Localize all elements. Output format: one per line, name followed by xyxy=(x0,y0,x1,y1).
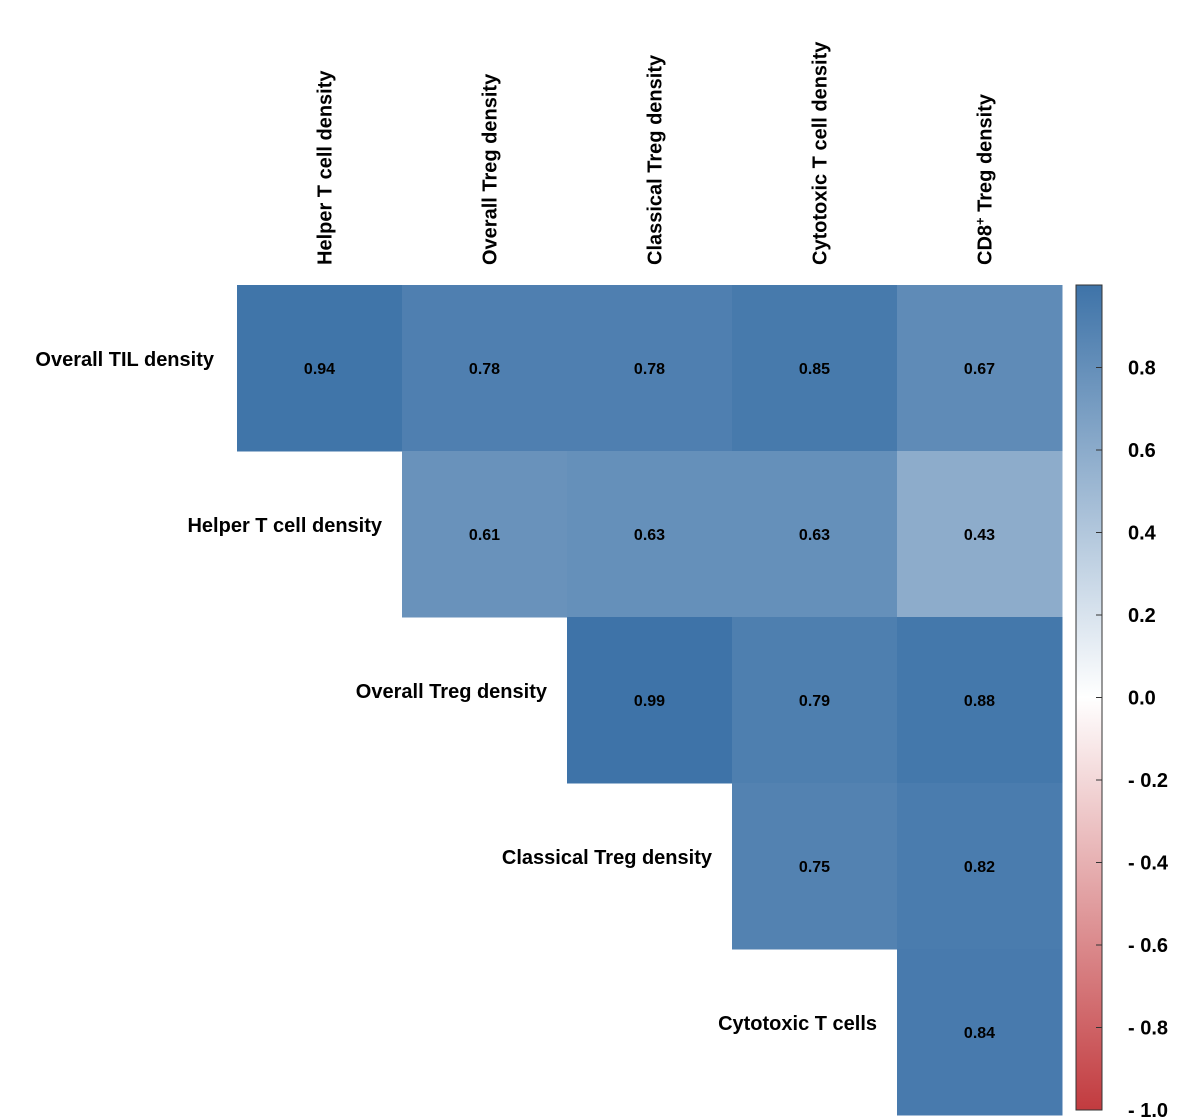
colorbar-tick-label: 0.0 xyxy=(1128,688,1156,710)
column-label: Overall Treg density xyxy=(480,73,502,265)
cell-value-label: 0.82 xyxy=(964,859,995,876)
cell-value-label: 0.43 xyxy=(964,527,995,544)
colorbar-tick-label: - 0.4 xyxy=(1128,853,1169,875)
heatmap-cell xyxy=(237,285,403,452)
cell-value-label: 0.85 xyxy=(799,361,830,378)
colorbar-tick-label: 0.6 xyxy=(1128,440,1156,462)
colorbar-tick-label: 0.8 xyxy=(1128,358,1156,380)
cell-value-label: 0.63 xyxy=(799,527,830,544)
cell-value-label: 0.61 xyxy=(469,527,500,544)
heatmap-cell xyxy=(567,451,733,618)
row-label: Helper T cell density xyxy=(187,515,382,537)
heatmap-cell xyxy=(732,285,898,452)
heatmap-cell xyxy=(732,451,898,618)
heatmap-cell xyxy=(567,285,733,452)
colorbar-tick-label: - 0.8 xyxy=(1128,1018,1168,1040)
column-label: Helper T cell density xyxy=(315,70,337,265)
row-label: Cytotoxic T cells xyxy=(718,1013,877,1035)
cell-value-label: 0.88 xyxy=(964,693,995,710)
colorbar: 0.8 0.6 0.4 0.2 0.0 - 0.2 - 0.4 - 0.6 - 0.8 - 1.0 xyxy=(1075,284,1169,1120)
column-label: Classical Treg density xyxy=(645,54,667,265)
heatmap-cell xyxy=(897,783,1063,950)
column-labels: Helper T cell density Overall Treg densit… xyxy=(315,41,997,265)
row-label: Classical Treg density xyxy=(502,847,713,869)
row-label: Overall TIL density xyxy=(35,349,214,371)
heatmap-cells xyxy=(237,285,1063,1116)
cell-value-label: 0.78 xyxy=(634,361,665,378)
heatmap-cell xyxy=(897,949,1063,1116)
cell-value-labels: 0.94 0.78 0.78 0.85 0.67 0.61 0.63 0.63 0.43 0.99… xyxy=(304,361,995,1042)
colorbar-tick-label: - 0.2 xyxy=(1128,770,1168,792)
row-label: Overall Treg density xyxy=(356,681,548,703)
heatmap-cell xyxy=(897,285,1063,452)
heatmap-cell xyxy=(567,617,733,784)
column-label: CD8+ Treg density xyxy=(972,93,997,265)
heatmap-cell xyxy=(402,285,568,452)
colorbar-tick-label: - 1.0 xyxy=(1128,1100,1168,1120)
cell-value-label: 0.63 xyxy=(634,527,665,544)
cell-value-label: 0.84 xyxy=(964,1025,995,1042)
colorbar-tick-label: - 0.6 xyxy=(1128,935,1168,957)
cell-value-label: 0.94 xyxy=(304,361,335,378)
heatmap-cell xyxy=(732,617,898,784)
cell-value-label: 0.75 xyxy=(799,859,830,876)
heatmap-cell xyxy=(402,451,568,618)
cell-value-label: 0.78 xyxy=(469,361,500,378)
cell-value-label: 0.67 xyxy=(964,361,995,378)
column-label: Cytotoxic T cell density xyxy=(810,41,832,265)
heatmap-cell xyxy=(897,617,1063,784)
row-labels: Overall TIL density Helper T cell density… xyxy=(35,349,877,1035)
colorbar-tick-label: 0.2 xyxy=(1128,605,1156,627)
colorbar-tick-label: 0.4 xyxy=(1128,523,1157,545)
cell-value-label: 0.79 xyxy=(799,693,830,710)
heatmap-cell xyxy=(732,783,898,950)
heatmap-cell xyxy=(897,451,1063,618)
cell-value-label: 0.99 xyxy=(634,693,665,710)
